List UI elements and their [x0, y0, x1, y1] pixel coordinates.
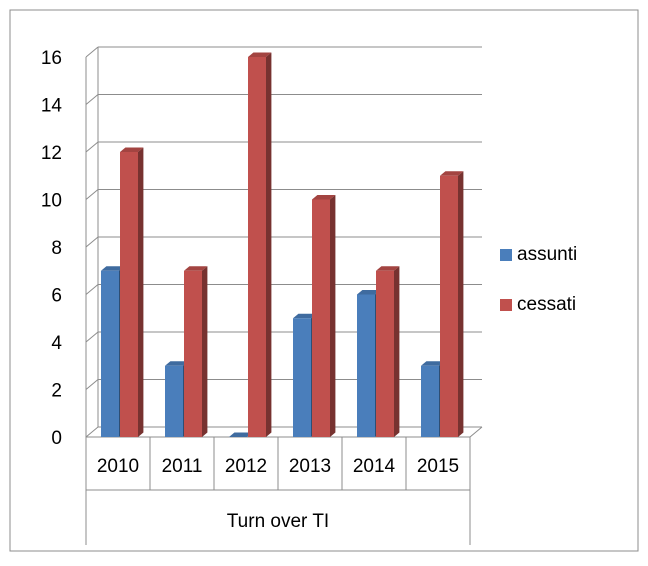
x-tick-label: 2015	[417, 456, 459, 477]
legend: assunti cessati	[500, 244, 577, 315]
legend-swatch	[500, 299, 512, 311]
x-tick-label: 2011	[162, 456, 203, 477]
bar-cessati-2011	[184, 266, 208, 437]
y-tick-label: 12	[41, 143, 62, 164]
bar-top	[229, 432, 253, 437]
floor-edge	[469, 426, 483, 438]
bar-front	[165, 365, 183, 437]
bar-top	[357, 290, 381, 295]
bar-top	[120, 147, 144, 152]
x-tick-label: 2010	[97, 456, 139, 477]
y-tick-label: 16	[41, 48, 62, 69]
gridline-depth	[85, 426, 99, 438]
bar-front	[440, 175, 458, 437]
gridline-depth	[85, 189, 99, 200]
bar-front	[357, 294, 375, 437]
category-table: 2010 2011 2012 2013 2014 2015 Turn over TI	[85, 437, 471, 545]
gridline-depth	[85, 284, 99, 295]
bar-side	[394, 266, 400, 437]
y-tick-label: 6	[51, 286, 62, 307]
bar-top	[101, 266, 125, 271]
y-tick-label: 8	[51, 238, 62, 259]
gridline-depth	[85, 331, 99, 343]
bar-side	[266, 52, 272, 437]
bar-top	[376, 266, 400, 271]
bar-cessati-2014	[376, 266, 400, 437]
bar-layer	[101, 52, 464, 437]
bar-front	[101, 270, 119, 437]
bar-front	[120, 152, 138, 437]
x-tick-label: 2013	[289, 456, 331, 477]
bar-front	[293, 318, 311, 437]
y-tick-label: 0	[51, 428, 62, 449]
bar-top	[248, 52, 272, 57]
bar-top	[165, 361, 189, 366]
bar-side	[202, 266, 208, 437]
bar-front	[421, 365, 439, 437]
legend-label: cessati	[517, 294, 576, 315]
legend-swatch	[500, 249, 512, 261]
bar-front	[312, 199, 330, 437]
bar-side	[138, 147, 144, 437]
bar-side	[458, 171, 464, 437]
y-tick-label: 14	[41, 96, 63, 117]
bar-cessati-2010	[120, 147, 144, 437]
bar-top	[440, 171, 464, 176]
bar-top	[421, 361, 445, 366]
bar-cessati-2012	[248, 52, 272, 437]
bar-top	[293, 313, 317, 319]
bar-cessati-2013	[312, 195, 336, 437]
bar-front	[248, 57, 266, 437]
group-label: Turn over TI	[227, 511, 329, 532]
gridline-depth	[85, 46, 99, 58]
legend-label: assunti	[517, 244, 577, 265]
bar-top	[184, 266, 208, 271]
x-tick-label: 2012	[225, 456, 267, 477]
bar-top	[312, 195, 336, 200]
bar-cessati-2015	[440, 171, 464, 437]
gridline-depth	[85, 141, 99, 153]
gridline-depth	[85, 236, 99, 248]
gridline-depth	[85, 379, 99, 390]
y-tick-label: 10	[41, 191, 62, 212]
bar-side	[330, 195, 336, 437]
bar-assunti-2012	[229, 432, 253, 437]
gridline-depth	[85, 94, 99, 105]
bar-front	[376, 270, 394, 437]
bar-front	[184, 270, 202, 437]
y-tick-label: 4	[51, 333, 62, 354]
x-tick-label: 2014	[353, 456, 396, 477]
y-tick-label: 2	[51, 381, 62, 402]
grid-layer	[85, 46, 482, 438]
